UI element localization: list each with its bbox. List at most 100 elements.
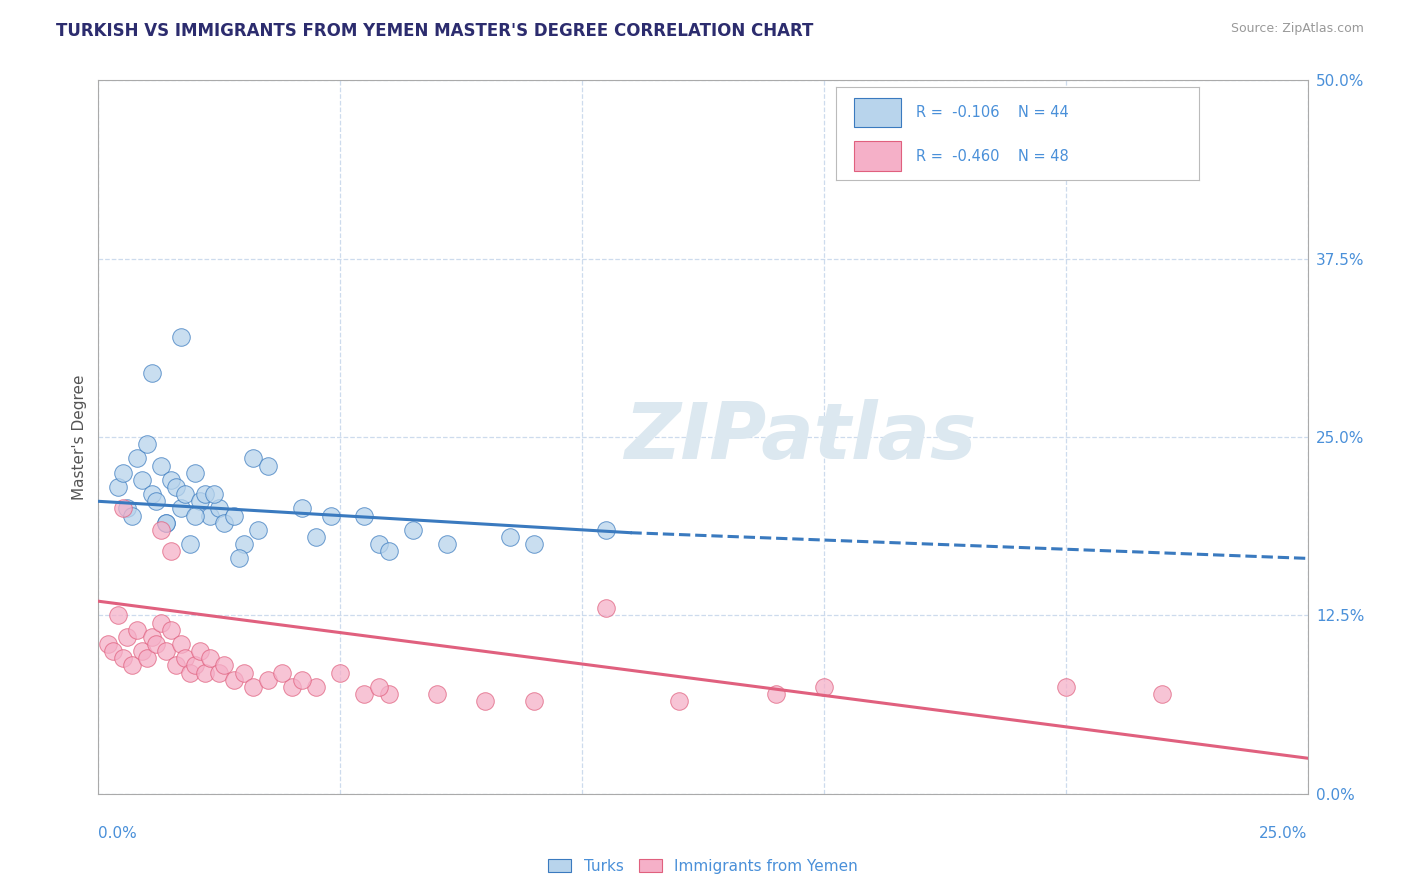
Point — [97, 637, 120, 651]
Point — [179, 665, 201, 680]
Point — [150, 615, 173, 630]
Point — [150, 523, 173, 537]
Point — [188, 494, 211, 508]
Point — [353, 687, 375, 701]
Point — [281, 680, 304, 694]
Point — [208, 665, 231, 680]
Point — [184, 466, 207, 480]
Point — [127, 623, 149, 637]
Point — [208, 501, 231, 516]
Point — [1054, 680, 1077, 694]
Point — [377, 544, 399, 558]
Point — [141, 487, 163, 501]
Point — [169, 501, 191, 516]
Point — [353, 508, 375, 523]
Point — [1152, 687, 1174, 701]
Point — [155, 644, 177, 658]
Text: 0.0%: 0.0% — [98, 826, 138, 841]
Point — [160, 623, 183, 637]
Point — [242, 680, 264, 694]
Point — [184, 508, 207, 523]
Text: 25.0%: 25.0% — [1260, 826, 1308, 841]
Point — [204, 487, 226, 501]
Point — [595, 523, 617, 537]
Point — [155, 516, 177, 530]
Point — [165, 658, 187, 673]
Point — [368, 537, 391, 551]
Point — [319, 508, 342, 523]
Point — [194, 487, 217, 501]
Point — [121, 658, 143, 673]
Point — [107, 480, 129, 494]
Text: ZIPatlas: ZIPatlas — [624, 399, 976, 475]
Point — [523, 537, 546, 551]
Point — [813, 680, 835, 694]
Point — [101, 644, 124, 658]
Point — [247, 523, 270, 537]
Point — [184, 658, 207, 673]
Text: Source: ZipAtlas.com: Source: ZipAtlas.com — [1230, 22, 1364, 36]
Point — [271, 665, 294, 680]
Point — [242, 451, 264, 466]
Point — [160, 544, 183, 558]
Point — [117, 501, 139, 516]
Point — [290, 673, 312, 687]
Point — [145, 637, 167, 651]
Point — [169, 637, 191, 651]
Text: TURKISH VS IMMIGRANTS FROM YEMEN MASTER'S DEGREE CORRELATION CHART: TURKISH VS IMMIGRANTS FROM YEMEN MASTER'… — [56, 22, 814, 40]
Point — [111, 501, 134, 516]
Point — [222, 673, 245, 687]
Point — [131, 473, 153, 487]
Y-axis label: Master's Degree: Master's Degree — [72, 375, 87, 500]
Point — [111, 466, 134, 480]
Point — [232, 665, 254, 680]
Point — [117, 630, 139, 644]
Legend: Turks, Immigrants from Yemen: Turks, Immigrants from Yemen — [543, 853, 863, 880]
Point — [256, 673, 278, 687]
Point — [111, 651, 134, 665]
Point — [228, 551, 250, 566]
Point — [368, 680, 391, 694]
Point — [765, 687, 787, 701]
Point — [595, 601, 617, 615]
Point — [305, 680, 328, 694]
Text: R =  -0.106    N = 44: R = -0.106 N = 44 — [915, 105, 1069, 120]
FancyBboxPatch shape — [855, 97, 901, 128]
Point — [194, 665, 217, 680]
Point — [436, 537, 458, 551]
Point — [222, 508, 245, 523]
Text: R =  -0.460    N = 48: R = -0.460 N = 48 — [915, 149, 1069, 163]
Point — [145, 494, 167, 508]
Point — [121, 508, 143, 523]
Point — [135, 437, 157, 451]
Point — [127, 451, 149, 466]
Point — [165, 480, 187, 494]
Point — [169, 330, 191, 344]
Point — [329, 665, 352, 680]
Point — [174, 651, 197, 665]
Point — [198, 651, 221, 665]
Point — [155, 516, 177, 530]
Point — [212, 658, 235, 673]
Point — [198, 508, 221, 523]
Point — [668, 694, 690, 708]
Point — [107, 608, 129, 623]
Point — [305, 530, 328, 544]
Point — [402, 523, 425, 537]
Point — [150, 458, 173, 473]
Point — [523, 694, 546, 708]
Point — [131, 644, 153, 658]
Point — [179, 537, 201, 551]
Point — [426, 687, 449, 701]
Point — [232, 537, 254, 551]
Point — [474, 694, 496, 708]
Point — [212, 516, 235, 530]
Point — [135, 651, 157, 665]
Point — [256, 458, 278, 473]
Point — [498, 530, 520, 544]
Point — [174, 487, 197, 501]
Point — [290, 501, 312, 516]
Point — [141, 366, 163, 380]
FancyBboxPatch shape — [855, 141, 901, 171]
Point — [377, 687, 399, 701]
